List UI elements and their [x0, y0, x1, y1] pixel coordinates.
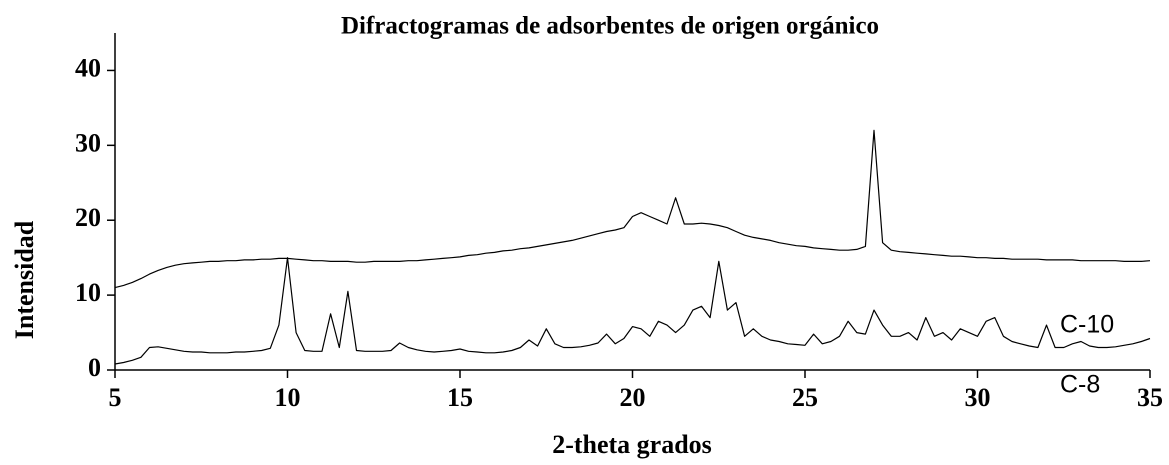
series-line	[114, 129, 1151, 289]
chart-title: Difractogramas de adsorbentes de origen …	[341, 13, 879, 40]
series-label: C-8	[1060, 371, 1100, 399]
y-tick-label: 0	[88, 353, 101, 382]
x-tick-label: 30	[965, 383, 991, 412]
x-tick-label: 15	[447, 383, 473, 412]
x-tick-label: 20	[620, 383, 646, 412]
series-line	[114, 257, 1151, 365]
x-tick-label: 35	[1137, 383, 1163, 412]
x-tick-label: 5	[109, 383, 122, 412]
y-tick-label: 10	[75, 278, 101, 307]
y-tick-label: 30	[75, 128, 101, 157]
x-tick-label: 25	[792, 383, 818, 412]
y-tick-label: 20	[75, 203, 101, 232]
series-label: C-10	[1060, 311, 1114, 339]
x-axis-label: 2-theta grados	[552, 430, 712, 459]
y-axis-label: Intensidad	[10, 220, 39, 339]
y-tick-label: 40	[75, 53, 101, 82]
x-tick-label: 10	[275, 383, 301, 412]
